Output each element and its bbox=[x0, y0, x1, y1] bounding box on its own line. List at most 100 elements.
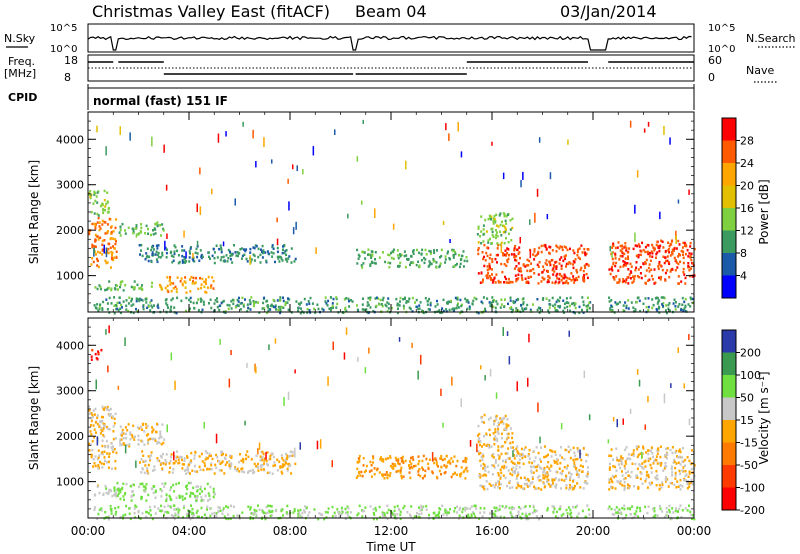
power-cell bbox=[116, 307, 119, 311]
velocity-cell bbox=[156, 422, 158, 426]
power-cell bbox=[391, 250, 394, 253]
velocity-cell bbox=[674, 471, 677, 475]
velocity-cell bbox=[686, 456, 689, 459]
power-cell bbox=[517, 273, 520, 276]
power-cell bbox=[496, 302, 499, 306]
power-cell bbox=[534, 254, 537, 258]
power-cell bbox=[611, 265, 614, 269]
velocity-cell bbox=[487, 418, 490, 421]
velocity-cell bbox=[638, 379, 641, 387]
power-cell bbox=[166, 248, 168, 251]
power-cell bbox=[227, 307, 230, 311]
power-cell bbox=[423, 256, 425, 260]
power-cell bbox=[292, 164, 294, 170]
power-cell bbox=[487, 276, 489, 280]
power-cell bbox=[582, 303, 585, 307]
velocity-cell bbox=[532, 504, 535, 508]
power-cell bbox=[623, 279, 625, 283]
power-cell bbox=[644, 250, 647, 254]
velocity-cell bbox=[116, 494, 119, 497]
power-cell bbox=[497, 279, 500, 283]
velocity-cell bbox=[109, 413, 112, 416]
velocity-cell bbox=[252, 512, 254, 515]
power-cell bbox=[150, 233, 152, 237]
velocity-cell bbox=[204, 494, 207, 498]
velocity-cell bbox=[159, 434, 162, 438]
velocity-cell bbox=[483, 413, 486, 417]
power-cell bbox=[669, 137, 671, 145]
power-colorbar-tick-label: 8 bbox=[740, 247, 747, 260]
power-ytick-label: 4000 bbox=[56, 133, 84, 146]
velocity-cell bbox=[679, 488, 682, 491]
velocity-cell bbox=[673, 458, 676, 462]
velocity-cell bbox=[609, 462, 611, 466]
power-cell bbox=[576, 253, 579, 257]
velocity-cell bbox=[162, 452, 164, 456]
power-cell bbox=[98, 284, 101, 287]
velocity-cell bbox=[494, 435, 497, 438]
power-cell bbox=[161, 223, 164, 226]
velocity-cell bbox=[103, 456, 106, 459]
power-cell bbox=[625, 247, 628, 250]
velocity-cell bbox=[625, 446, 628, 449]
velocity-cell bbox=[565, 508, 568, 512]
power-cell bbox=[284, 303, 287, 307]
power-cell bbox=[119, 283, 122, 286]
velocity-cell bbox=[413, 465, 415, 468]
velocity-cell bbox=[152, 437, 155, 441]
power-cell bbox=[452, 253, 455, 257]
velocity-cell bbox=[494, 428, 497, 431]
velocity-cell bbox=[412, 458, 415, 461]
power-cell bbox=[489, 253, 492, 257]
velocity-cell bbox=[359, 474, 362, 477]
power-cell bbox=[634, 268, 637, 272]
velocity-cell bbox=[143, 443, 146, 446]
velocity-cell bbox=[88, 409, 91, 412]
power-cell bbox=[382, 296, 385, 300]
power-cell bbox=[220, 246, 223, 250]
velocity-cell bbox=[101, 429, 104, 432]
power-cell bbox=[493, 214, 496, 218]
power-cell bbox=[229, 250, 231, 253]
power-cell bbox=[213, 309, 216, 312]
power-cell bbox=[512, 300, 515, 303]
velocity-cell bbox=[196, 470, 199, 473]
power-cell bbox=[330, 307, 332, 310]
velocity-cell bbox=[227, 517, 230, 521]
velocity-cell bbox=[483, 507, 486, 510]
velocity-cell bbox=[139, 517, 142, 520]
power-cell bbox=[456, 298, 459, 301]
power-cell bbox=[164, 286, 167, 290]
power-cell bbox=[388, 253, 391, 257]
velocity-cell bbox=[111, 448, 114, 451]
velocity-cell bbox=[502, 474, 505, 477]
power-cell bbox=[101, 239, 104, 243]
velocity-cell bbox=[563, 479, 566, 482]
velocity-cell bbox=[104, 445, 107, 449]
velocity-cell bbox=[88, 412, 91, 415]
velocity-cell bbox=[122, 495, 125, 498]
velocity-cell bbox=[482, 474, 485, 477]
power-cell bbox=[181, 261, 184, 264]
velocity-cell bbox=[259, 458, 262, 462]
velocity-cell bbox=[646, 511, 649, 515]
velocity-cell bbox=[383, 477, 386, 480]
velocity-cell bbox=[140, 458, 143, 461]
velocity-cell bbox=[399, 517, 402, 521]
velocity-cell bbox=[386, 511, 389, 514]
velocity-cell bbox=[486, 487, 489, 491]
power-cell bbox=[262, 251, 265, 254]
velocity-cell bbox=[183, 459, 186, 462]
velocity-cell bbox=[240, 459, 243, 462]
velocity-cell bbox=[477, 434, 479, 437]
power-cell bbox=[90, 263, 93, 266]
cpid-label: CPID bbox=[8, 91, 37, 104]
power-cell bbox=[612, 261, 615, 265]
velocity-cell bbox=[466, 516, 469, 519]
power-cell bbox=[196, 255, 199, 259]
velocity-cell bbox=[496, 439, 499, 443]
velocity-cell bbox=[103, 462, 105, 466]
velocity-cell bbox=[333, 511, 336, 515]
velocity-cell bbox=[344, 517, 347, 521]
